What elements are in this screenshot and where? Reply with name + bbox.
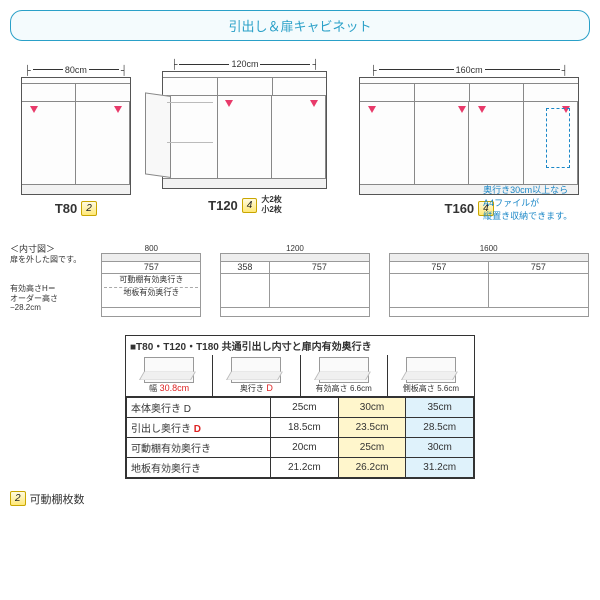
internal-legend: ＜内寸図＞ 扉を外した図です。 有効高さH＝ オーダー高さ −28.2cm (10, 244, 90, 313)
table-row: 本体奥行き D 25cm 30cm 35cm (127, 397, 474, 417)
hinge-arrow-icon (30, 106, 38, 113)
section-title: 引出し＆扉キャビネット (10, 10, 590, 41)
shelf-note: 大2枚 小2枚 (261, 195, 281, 216)
hinge-arrow-icon (368, 106, 376, 113)
internal-diagram-1600: 757 757 (389, 253, 589, 317)
cabinet-t80: ├ 80cm ┤ T80 2 (21, 65, 131, 216)
hinge-arrow-icon (310, 100, 318, 107)
model-label: T160 (445, 201, 475, 216)
hinge-arrow-icon (478, 106, 486, 113)
hinge-arrow-icon (225, 100, 233, 107)
shelf-count-badge: 4 (242, 198, 258, 213)
spec-table-title: ■T80・T120・T180 共通引出し内寸と扉内有効奥行き (126, 336, 474, 355)
legend-badge: 2 (10, 491, 26, 506)
shelf-count-badge: 2 (81, 201, 97, 216)
table-row: 地板有効奥行き 21.2cm 26.2cm 31.2cm (127, 457, 474, 477)
internal-diagram-1200: 358 757 (220, 253, 370, 317)
model-label: T80 (55, 201, 77, 216)
width-label: ├ 160cm ┤ (370, 65, 568, 75)
table-row: 引出し奥行き D 18.5cm 23.5cm 28.5cm (127, 417, 474, 437)
hinge-arrow-icon (114, 106, 122, 113)
internal-diagram-800: 757 可動棚有効奥行き 地板有効奥行き (101, 253, 201, 317)
legend: 2 可動棚枚数 (10, 491, 590, 507)
table-row: 可動棚有効奥行き 20cm 25cm 30cm (127, 437, 474, 457)
legend-text: 可動棚枚数 (30, 491, 85, 507)
width-label: ├ 80cm ┤ (24, 65, 127, 75)
int-width: 1200 (220, 244, 370, 254)
cabinet-t120: ├ 120cm ┤ T120 4 大2枚 小2 (162, 59, 327, 216)
int-width: 800 (101, 244, 201, 254)
model-label: T120 (208, 198, 238, 213)
int-width: 1600 (389, 244, 589, 254)
spec-table: ■T80・T120・T180 共通引出し内寸と扉内有効奥行き 幅 30.8cm … (125, 335, 475, 479)
a4-note: 奥行き30cm以上なら A4ファイルが 縦置き収納できます。 (483, 183, 583, 222)
width-label: ├ 120cm ┤ (171, 59, 319, 69)
cabinet-row: ├ 80cm ┤ T80 2 ├ 120cm ┤ (10, 59, 590, 216)
hinge-arrow-icon (458, 106, 466, 113)
cabinet-t160: ├ 160cm ┤ T160 4 奥行き30cm以上なら A4ファ (359, 65, 579, 216)
